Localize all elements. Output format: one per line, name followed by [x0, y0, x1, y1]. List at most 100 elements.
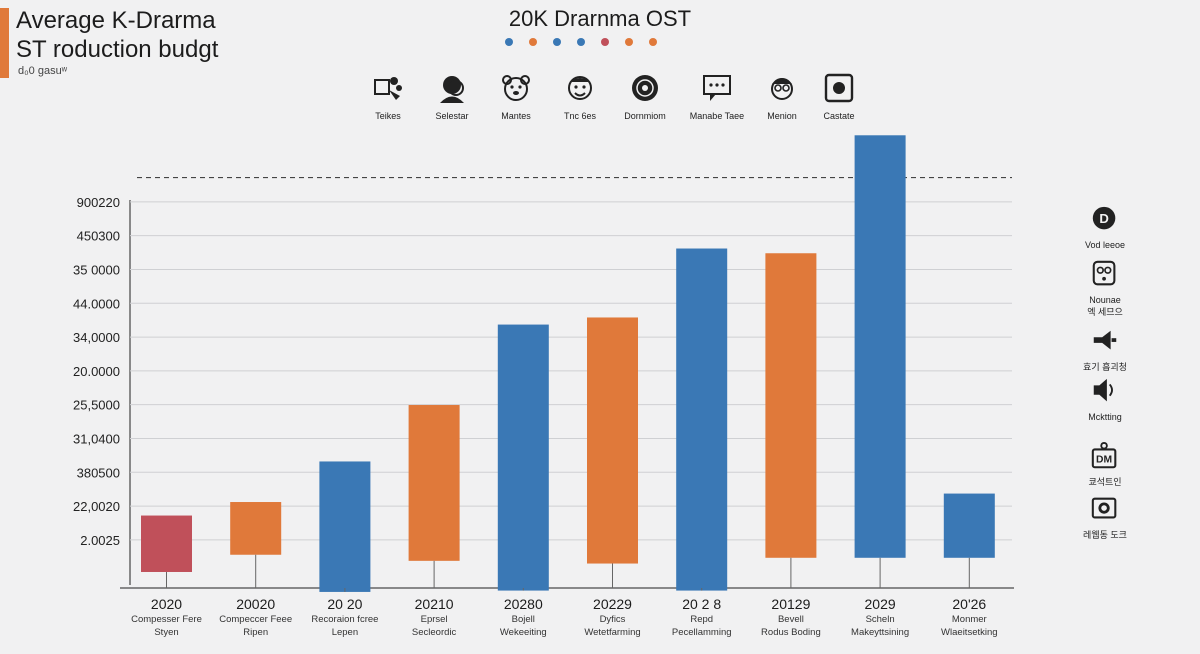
y-axis-ticks: 900220 450300 35 0000 44.0000 34,0000 20.0000… — [73, 195, 120, 548]
title-line-2: ST roduction budgt — [16, 36, 219, 63]
d-circle-icon: D — [1092, 206, 1116, 230]
x-category-line2: Wekeeiting — [500, 627, 547, 638]
y-tick-label: 900220 — [77, 195, 120, 210]
x-category-year: 20 20 — [327, 596, 362, 612]
x-category-year: 20 2 8 — [682, 596, 721, 612]
bar — [765, 253, 817, 558]
x-category-line1: Compeccer Feee — [219, 614, 292, 625]
color-dot — [649, 38, 657, 46]
bar — [230, 502, 282, 555]
bar — [587, 317, 638, 564]
top-icon-label: Tnc 6es — [563, 111, 596, 121]
side-icon-label: 효기 흡괴청 — [1083, 362, 1127, 372]
x-category-line1: Bevell — [778, 614, 804, 625]
record-square-icon — [824, 73, 854, 103]
y-tick-label: 31,0400 — [73, 431, 120, 446]
side-icon-label: 쿄석트인 — [1088, 477, 1122, 487]
x-category-year: 20210 — [415, 596, 454, 612]
top-icon-item: Manabe Taee — [677, 72, 757, 121]
x-category-line1: Bojell — [512, 614, 535, 625]
top-icon-item: Tnc 6es — [540, 72, 620, 121]
bear-face-icon — [502, 75, 530, 101]
x-axis-labels: 2020 Compesser Fere Styen 20020 Compeccer Fe… — [131, 596, 997, 638]
top-icon-label: Manabe Taee — [689, 111, 745, 121]
x-category-year: 2029 — [865, 596, 896, 612]
color-dot — [553, 38, 561, 46]
x-category-line1: Monmer — [952, 614, 987, 625]
x-category-line1: Dyfics — [600, 614, 626, 625]
x-category-year: 20280 — [504, 596, 543, 612]
x-category-year: 20229 — [593, 596, 632, 612]
bar — [943, 493, 995, 558]
message-screen-icon — [703, 75, 731, 101]
bar — [408, 405, 460, 561]
x-category-line1: Compesser Fere — [131, 614, 202, 625]
top-icon-label: Teikes — [375, 111, 401, 121]
y-tick-label: 35 0000 — [73, 262, 120, 277]
side-icon-item: Mcktting — [1060, 376, 1150, 423]
film-projector-icon — [374, 77, 402, 100]
top-icon-label: Castate — [823, 111, 855, 121]
y-tick-label: 22,0020 — [73, 499, 120, 514]
title-accent-bar — [0, 8, 9, 78]
bar — [854, 135, 906, 558]
x-category-year: 20'26 — [952, 596, 986, 612]
bars — [141, 135, 995, 592]
side-icon-item: 효기 흡괴청 — [1060, 326, 1150, 373]
top-icon-item: Mantes — [476, 72, 556, 121]
y-tick-label: 25,5000 — [73, 398, 120, 413]
top-icon-item: Teikes — [348, 72, 428, 121]
title-line-1: Average K-Drarma — [16, 7, 216, 34]
x-category-line2: Lepen — [332, 627, 358, 638]
y-tick-label: 34,0000 — [73, 330, 120, 345]
top-icon-label: Mantes — [501, 111, 531, 121]
dm-pin-icon: DM — [1091, 441, 1117, 469]
top-icon-item: Selestar — [412, 72, 492, 121]
x-category-line2: Secleordic — [412, 627, 457, 638]
side-icon-item: Nounae 엑 세므으 — [1060, 259, 1150, 318]
chart-title-block: Average K-Drarma ST roduction budgt d₀0 … — [16, 6, 218, 78]
x-category-line2: Wetetfarming — [584, 627, 640, 638]
side-icon-item: D Vod leeoe — [1060, 204, 1150, 251]
bar — [141, 515, 192, 572]
loudspeaker-icon — [1093, 378, 1113, 402]
x-category-line1: Eprsel — [421, 614, 448, 625]
side-icon-label: 레웹동 도크 — [1083, 530, 1127, 540]
x-category-line2: Ripen — [243, 627, 268, 638]
top-icon-item: Dornmiom — [605, 72, 685, 121]
x-category-line2: Wlaeitsetking — [941, 627, 998, 638]
person-face-icon — [440, 76, 464, 103]
top-icon-item: Castate — [799, 72, 879, 121]
y-tick-label: 2.0025 — [80, 533, 120, 548]
y-tick-label: 450300 — [77, 229, 120, 244]
x-category-line2: Styen — [154, 627, 178, 638]
bar — [319, 461, 371, 592]
side-icon-label: Nounae — [1089, 295, 1121, 305]
smiling-face-icon — [568, 76, 592, 100]
x-category-year: 20129 — [771, 596, 810, 612]
center-title: 20K Drarnma OST — [508, 6, 692, 31]
svg-text:DM: DM — [1096, 455, 1112, 466]
top-icon-label: Selestar — [435, 111, 469, 121]
color-dot — [505, 38, 513, 46]
side-icon-item: DM 쿄석트인 — [1060, 441, 1150, 488]
top-icon-row: Teikes Selestar Mantes Tnc 6es Dornmiom Manab… — [0, 72, 1200, 122]
camera-box-icon — [1091, 497, 1117, 519]
bar — [497, 324, 549, 591]
side-icon-item: 레웹동 도크 — [1060, 494, 1150, 541]
side-icon-label: 엑 세므으 — [1087, 307, 1123, 317]
x-category-line1: Recoraion fcree — [311, 614, 378, 625]
y-tick-label: 380500 — [77, 465, 120, 480]
bar — [676, 248, 728, 591]
title-line-3: d₀0 gasuʷ — [18, 65, 68, 77]
color-dot — [577, 38, 585, 46]
glasses-face-icon — [771, 78, 793, 100]
x-category-line2: Makeyttsining — [851, 627, 909, 638]
x-category-year: 20020 — [236, 596, 275, 612]
megaphone-icon — [1093, 330, 1117, 350]
x-category-line2: Rodus Boding — [761, 627, 821, 638]
x-category-line1: Repd — [690, 614, 713, 625]
side-icon-label: Mcktting — [1088, 412, 1122, 422]
top-icon-label: Menion — [767, 111, 797, 121]
top-icon-item: Menion — [742, 72, 822, 121]
